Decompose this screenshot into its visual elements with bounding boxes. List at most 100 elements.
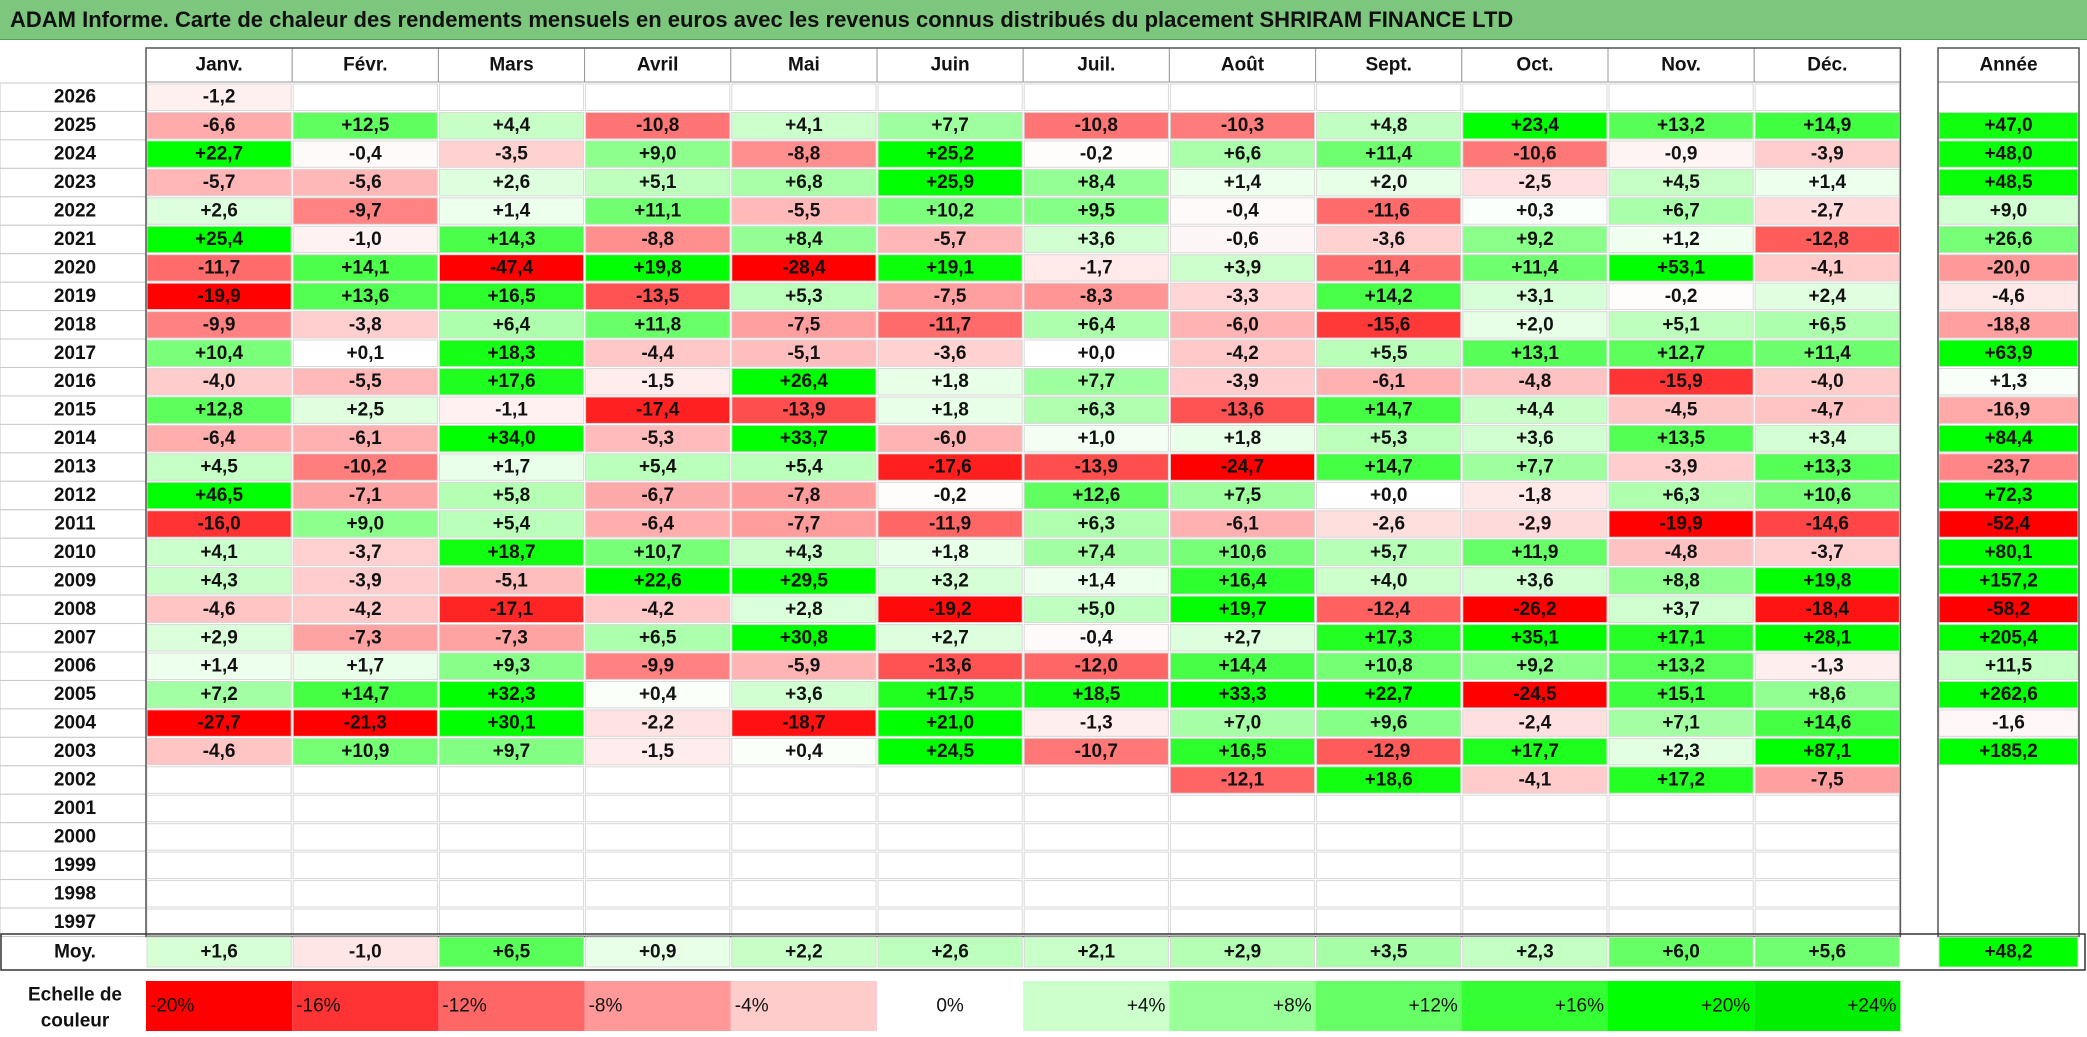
heatmap-cell-value: +6,4 — [493, 314, 531, 335]
annual-cell-value: +48,0 — [1984, 144, 2032, 165]
heatmap-cell — [877, 538, 1023, 567]
heatmap-cell — [292, 168, 438, 197]
heatmap-cell-value: -7,8 — [788, 485, 821, 506]
heatmap-cell-value: +3,6 — [785, 684, 823, 705]
heatmap-cell-value: +13,6 — [341, 286, 389, 307]
heatmap-cell — [1754, 823, 1900, 851]
heatmap-cell-value: -3,9 — [1665, 457, 1698, 478]
annual-cell-value: -4,6 — [1992, 286, 2025, 307]
heatmap-cell — [1316, 111, 1462, 140]
annual-cell-value: -18,8 — [1987, 314, 2030, 335]
month-header-label: Déc. — [1807, 55, 1847, 76]
heatmap-cell — [146, 225, 292, 254]
heatmap-cell — [146, 908, 292, 936]
heatmap-cell-value: -1,3 — [1811, 656, 1844, 677]
year-label-cell — [0, 708, 147, 738]
heatmap-cell-value: +19,8 — [1803, 570, 1851, 591]
heatmap-cell — [1169, 624, 1316, 652]
heatmap-cell-value: +2,7 — [931, 627, 969, 648]
annual-cell-value: +47,0 — [1984, 115, 2032, 136]
scale-swatch-label: +12% — [1409, 996, 1458, 1017]
heatmap-cell — [1023, 538, 1169, 567]
heatmap-cell-value: +4,1 — [200, 542, 238, 563]
heatmap-cell-value: +10,6 — [1803, 485, 1851, 506]
heatmap-cell — [731, 368, 877, 396]
heatmap-cell — [877, 766, 1023, 794]
heatmap-cell-value: +10,4 — [195, 343, 244, 364]
heatmap-cell-value: +16,5 — [487, 286, 536, 307]
heatmap-cell-value: +3,2 — [931, 570, 969, 591]
heatmap-cell — [1754, 737, 1900, 766]
heatmap-cell-value: +0,3 — [1516, 201, 1554, 222]
heatmap-cell — [731, 254, 877, 282]
month-header-label: Juil. — [1077, 55, 1115, 76]
heatmap-cell — [438, 197, 585, 225]
heatmap-cell — [292, 339, 438, 367]
heatmap-cell-value: -13,9 — [1075, 457, 1118, 478]
year-label: 2015 — [54, 400, 97, 421]
heatmap-cell-value: +15,1 — [1657, 684, 1706, 705]
annual-cell-value: +11,5 — [1985, 656, 2032, 677]
heatmap-cell — [146, 823, 292, 851]
heatmap-cell — [146, 766, 292, 794]
heatmap-cell — [585, 737, 731, 766]
month-header-label: Mars — [489, 55, 533, 76]
year-label-cell — [0, 224, 147, 255]
annual-cell-value: -16,9 — [1987, 400, 2030, 421]
heatmap-cell-value: -3,9 — [1226, 371, 1259, 392]
heatmap-cell-value: -0,6 — [1226, 229, 1259, 250]
heatmap-cell — [585, 339, 731, 367]
heatmap-cell-value: -24,7 — [1221, 457, 1264, 478]
year-total-header-cell — [1937, 47, 2080, 83]
heatmap-cell — [585, 794, 731, 823]
heatmap-cell-value: +2,9 — [200, 627, 238, 648]
heatmap-cell — [1754, 83, 1900, 111]
heatmap-cell-value: +34,0 — [487, 428, 535, 449]
heatmap-cell — [1316, 624, 1462, 652]
heatmap-cell-value: +6,3 — [1078, 513, 1116, 534]
heatmap-cell-value: +30,8 — [780, 627, 828, 648]
heatmap-cell — [731, 225, 877, 254]
year-label: 2008 — [54, 599, 96, 620]
year-label: 2013 — [54, 457, 96, 478]
heatmap-cell-value: -0,9 — [1665, 144, 1698, 165]
heatmap-cell — [438, 396, 585, 424]
average-cell — [1608, 936, 1754, 968]
heatmap-cell — [1316, 225, 1462, 254]
average-cell-value: +1,6 — [200, 942, 238, 963]
heatmap-cell — [877, 311, 1023, 339]
scale-swatch — [146, 981, 293, 1031]
heatmap-cell-value: +1,7 — [347, 656, 385, 677]
heatmap-cell — [146, 709, 292, 737]
heatmap-cell — [1169, 680, 1316, 709]
heatmap-cell — [1462, 111, 1608, 140]
heatmap-cell — [1023, 567, 1169, 595]
heatmap-cell — [1316, 680, 1462, 709]
heatmap-cell — [585, 424, 731, 453]
average-cell — [877, 936, 1023, 968]
heatmap-cell-value: +6,6 — [1224, 144, 1262, 165]
heatmap-cell-value: -19,2 — [928, 599, 971, 620]
heatmap-cell — [292, 851, 438, 880]
average-cell-value: +6,5 — [493, 942, 531, 963]
heatmap-cell — [877, 794, 1023, 823]
heatmap-cell — [1023, 424, 1169, 453]
heatmap-cell-value: -11,6 — [1368, 201, 1410, 222]
heatmap-cell — [1316, 254, 1462, 282]
heatmap-cell-value: +1,4 — [1078, 570, 1116, 591]
heatmap-cell — [731, 766, 877, 794]
heatmap-cell — [1608, 766, 1754, 794]
heatmap-cell-value: -17,6 — [928, 457, 971, 478]
heatmap-cell — [1023, 652, 1169, 680]
heatmap-cell — [1754, 652, 1900, 680]
heatmap-cell-value: +29,5 — [780, 570, 829, 591]
heatmap-cell-value: -13,9 — [782, 400, 825, 421]
heatmap-cell-value: +22,7 — [1365, 684, 1413, 705]
heatmap-cell — [146, 652, 292, 680]
heatmap-cell-value: -12,8 — [1806, 229, 1849, 250]
annual-cell-value: -1,6 — [1992, 713, 2025, 734]
annual-cell-value: +262,6 — [1979, 684, 2038, 705]
heatmap-cell-value: -8,8 — [641, 229, 674, 250]
heatmap-cell-value: +8,4 — [1078, 172, 1116, 193]
heatmap-cell — [438, 453, 585, 481]
